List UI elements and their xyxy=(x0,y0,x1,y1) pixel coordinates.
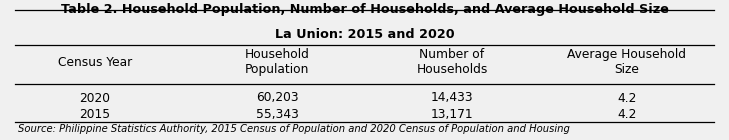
Text: Source: Philippine Statistics Authority, 2015 Census of Population and 2020 Cens: Source: Philippine Statistics Authority,… xyxy=(18,124,570,134)
Text: 4.2: 4.2 xyxy=(617,92,636,104)
Text: 2015: 2015 xyxy=(79,108,110,121)
Text: 55,343: 55,343 xyxy=(256,108,298,121)
Text: Number of
Households: Number of Households xyxy=(416,48,488,76)
Text: Census Year: Census Year xyxy=(58,56,132,69)
Text: 60,203: 60,203 xyxy=(256,92,298,104)
Text: Table 2. Household Population, Number of Households, and Average Household Size: Table 2. Household Population, Number of… xyxy=(61,3,668,16)
Text: 4.2: 4.2 xyxy=(617,108,636,121)
Text: 2020: 2020 xyxy=(79,92,110,104)
Text: 14,433: 14,433 xyxy=(431,92,473,104)
Text: Household
Population: Household Population xyxy=(245,48,309,76)
Text: Average Household
Size: Average Household Size xyxy=(567,48,687,76)
Text: 13,171: 13,171 xyxy=(431,108,473,121)
Text: La Union: 2015 and 2020: La Union: 2015 and 2020 xyxy=(275,28,454,41)
